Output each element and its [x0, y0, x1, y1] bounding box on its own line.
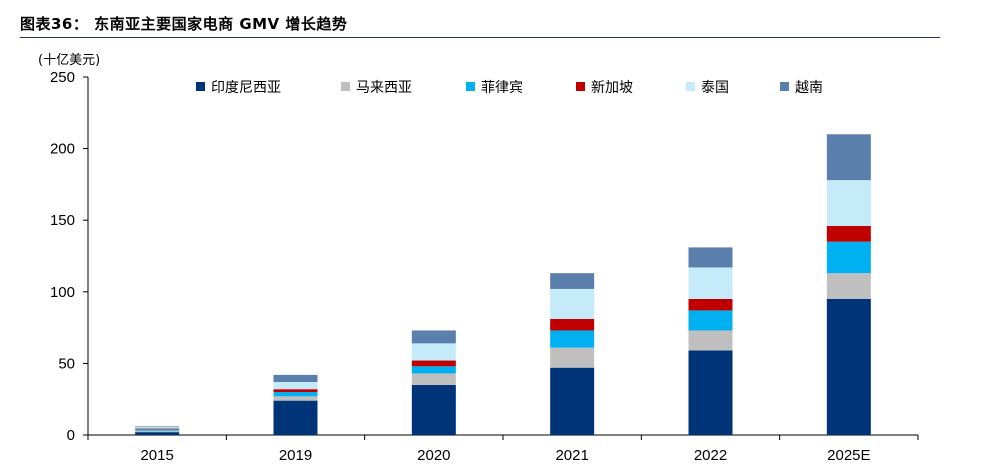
bar-segment: [135, 427, 180, 429]
bar-segment: [550, 319, 595, 331]
bar-segment: [688, 298, 733, 311]
x-tick-label: 2019: [279, 447, 312, 464]
x-tick-label: 2021: [555, 447, 588, 464]
legend: 印度尼西亚 马来西亚 菲律宾 新加坡 泰国 越南: [196, 80, 823, 96]
legend-swatch: [196, 82, 205, 91]
title-divider: [20, 37, 940, 38]
bar-segment: [688, 247, 733, 268]
x-tick-label: 2015: [140, 447, 173, 464]
bar-segment: [411, 373, 456, 385]
bar-segment: [688, 350, 733, 435]
bar-segment: [688, 310, 733, 331]
bars: [135, 134, 871, 435]
y-tick-label: 150: [50, 212, 75, 229]
y-axis-unit-label: (十亿美元): [38, 53, 100, 68]
legend-label: 新加坡: [591, 80, 633, 96]
legend-swatch: [686, 82, 695, 91]
bar-segment: [273, 400, 318, 435]
y-tick-label: 100: [50, 284, 75, 301]
bar-segment: [826, 273, 871, 299]
legend-swatch: [466, 82, 475, 91]
legend-swatch: [576, 82, 585, 91]
legend-label: 越南: [795, 80, 823, 96]
legend-label: 菲律宾: [481, 80, 523, 96]
bar-segment: [826, 241, 871, 274]
bar-segment: [550, 330, 595, 348]
bar-segment: [688, 330, 733, 351]
bar-segment: [135, 426, 180, 428]
bar-segment: [550, 347, 595, 368]
bar-segment: [135, 432, 180, 435]
bar-segment: [688, 267, 733, 299]
bar-segment: [273, 374, 318, 383]
bar-segment: [411, 366, 456, 374]
bar-segment: [411, 330, 456, 344]
bar-segment: [550, 288, 595, 320]
legend-swatch: [341, 82, 350, 91]
bar-segment: [411, 343, 456, 361]
bar-segment: [273, 392, 318, 397]
bar-segment: [411, 360, 456, 367]
y-tick-label: 50: [58, 355, 75, 372]
bar-segment: [135, 428, 180, 430]
y-tick-label: 0: [67, 427, 75, 444]
chart-title: 图表36： 东南亚主要国家电商 GMV 增长趋势: [20, 15, 348, 33]
y-tick-label: 250: [50, 69, 75, 86]
bar-segment: [135, 430, 180, 433]
legend-swatch: [780, 82, 789, 91]
bar-segment: [273, 382, 318, 390]
bar-segment: [550, 367, 595, 435]
bar-segment: [826, 298, 871, 435]
bar-segment: [826, 180, 871, 226]
bar-segment: [826, 134, 871, 181]
y-tick-label: 200: [50, 141, 75, 158]
bar-segment: [550, 273, 595, 289]
x-tick-label: 2025E: [827, 447, 870, 464]
x-tick-label: 2020: [417, 447, 450, 464]
legend-label: 印度尼西亚: [211, 80, 281, 96]
bar-segment: [135, 429, 180, 431]
legend-label: 马来西亚: [356, 80, 412, 96]
bar-segment: [273, 389, 318, 393]
legend-label: 泰国: [701, 80, 729, 96]
axes: 0 50 100 150 200 250 2015 2019 2020 2021 2022 2025E: [50, 69, 919, 464]
bar-segment: [826, 225, 871, 242]
bar-segment: [273, 396, 318, 401]
x-tick-label: 2022: [694, 447, 727, 464]
bar-segment: [411, 384, 456, 435]
